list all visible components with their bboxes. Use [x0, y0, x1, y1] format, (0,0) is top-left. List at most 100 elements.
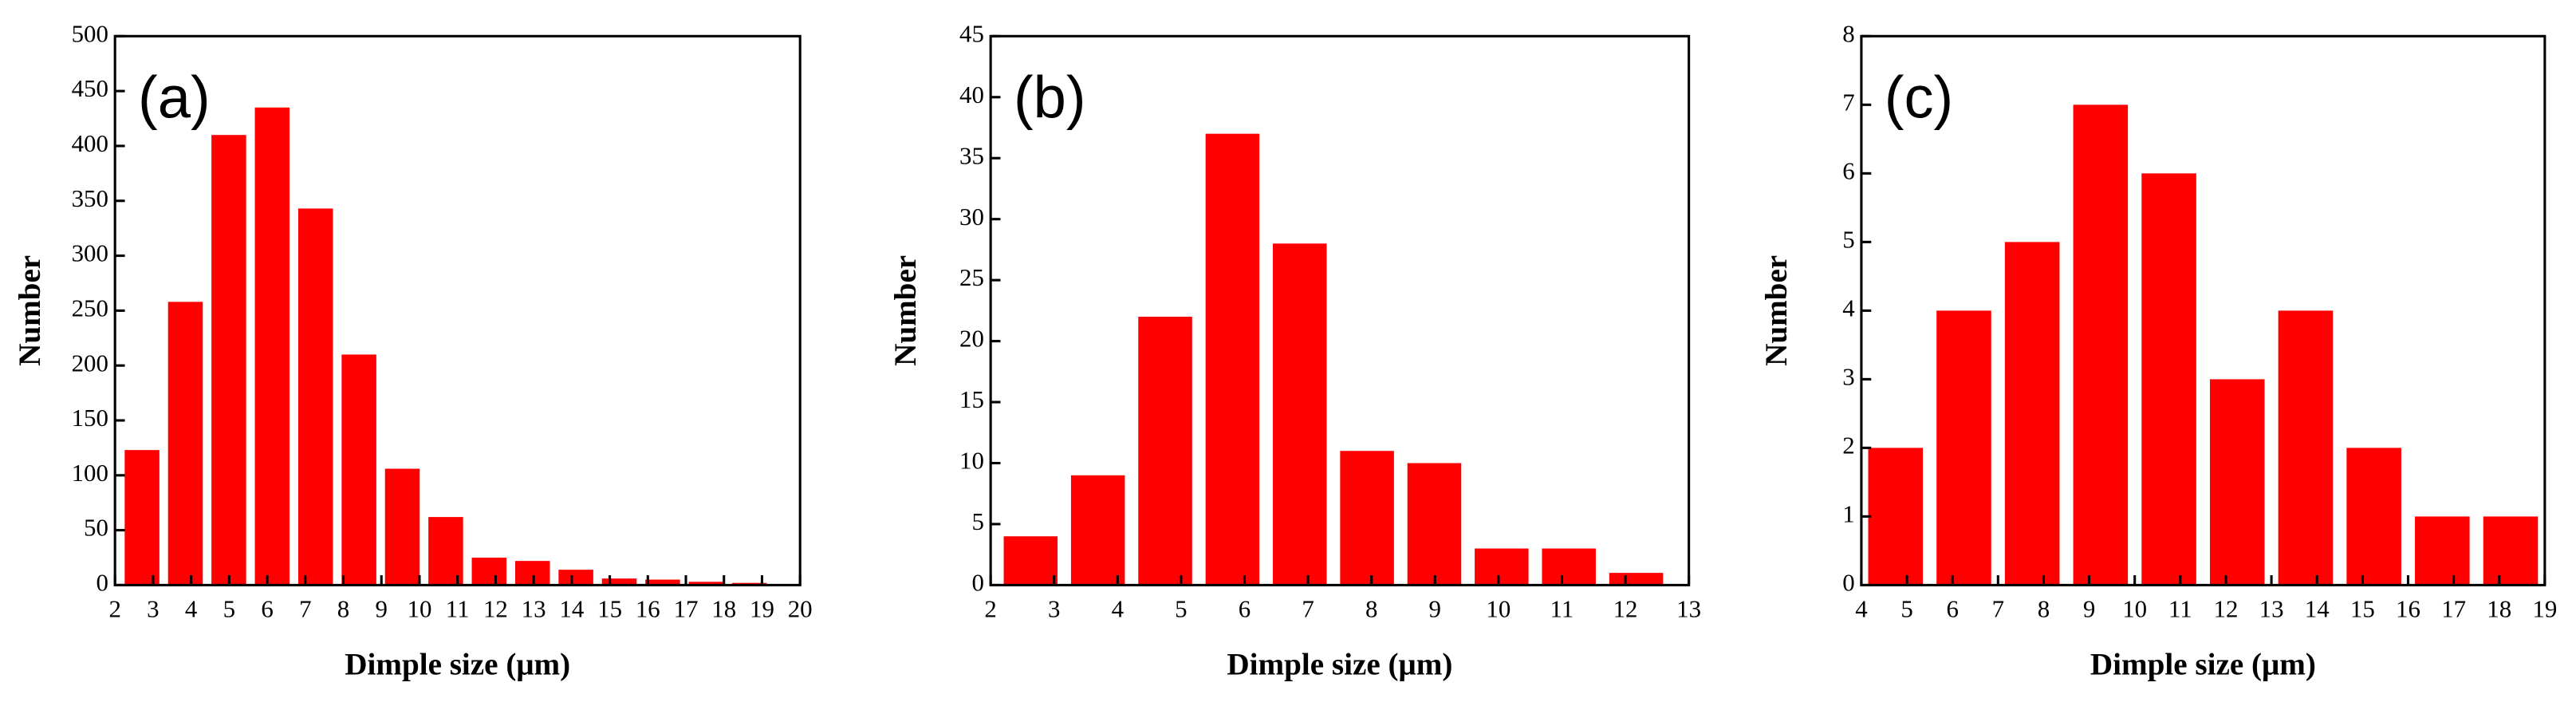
bar	[1138, 317, 1192, 586]
x-tick-label: 7	[1302, 594, 1314, 622]
y-tick-label: 450	[72, 74, 108, 102]
bar	[645, 579, 680, 586]
y-tick-label: 3	[1842, 362, 1854, 390]
x-tick-label: 7	[299, 594, 311, 622]
y-tick-label: 300	[72, 239, 108, 267]
x-tick-label: 14	[2305, 594, 2330, 622]
y-tick-label: 200	[72, 349, 108, 377]
x-tick-label: 17	[2441, 594, 2466, 622]
bar	[2004, 242, 2060, 586]
x-tick-label: 11	[1550, 594, 1574, 622]
x-tick-label: 12	[483, 594, 508, 622]
x-tick-label: 20	[788, 594, 813, 622]
y-tick-label: 0	[1842, 569, 1854, 597]
plot-frame	[989, 34, 1691, 586]
y-tick-label: 500	[72, 19, 108, 47]
x-tick-label: 7	[1992, 594, 2004, 622]
x-tick-label: 16	[2396, 594, 2420, 622]
x-axis-title: Dimple size (μm)	[1227, 647, 1452, 681]
bar	[558, 570, 593, 586]
x-tick-label: 15	[597, 594, 622, 622]
bar	[1003, 536, 1058, 586]
y-tick-label: 5	[971, 507, 983, 535]
y-axis-title: Number	[13, 255, 47, 366]
y-tick-label: 100	[72, 459, 108, 487]
bar	[2483, 516, 2539, 586]
bar	[1070, 475, 1125, 586]
x-tick-label: 11	[446, 594, 470, 622]
bar	[2209, 379, 2265, 586]
x-tick-label: 10	[2122, 594, 2147, 622]
x-axis-title: Dimple size (μm)	[345, 647, 570, 681]
x-tick-label: 15	[2350, 594, 2375, 622]
bar	[688, 582, 724, 586]
y-tick-label: 45	[959, 19, 984, 47]
x-tick-label: 2	[984, 594, 996, 622]
x-tick-label: 6	[1946, 594, 1958, 622]
panel-label: (c)	[1885, 64, 1953, 130]
x-tick-label: 14	[559, 594, 584, 622]
bar	[1273, 243, 1327, 586]
bar	[211, 135, 246, 586]
x-tick-label: 9	[376, 594, 388, 622]
y-tick-label: 6	[1842, 156, 1854, 184]
x-tick-label: 5	[1900, 594, 1912, 622]
y-tick-label: 2	[1842, 431, 1854, 459]
y-tick-label: 25	[959, 263, 984, 291]
x-tick-label: 10	[1486, 594, 1511, 622]
x-tick-label: 9	[1429, 594, 1441, 622]
bar	[1542, 548, 1596, 586]
bar	[1407, 463, 1462, 586]
y-tick-label: 15	[959, 385, 984, 413]
x-tick-label: 8	[337, 594, 349, 622]
y-tick-label: 4	[1842, 294, 1854, 321]
x-axis-title: Dimple size (μm)	[2090, 647, 2316, 681]
x-tick-label: 13	[2259, 594, 2284, 622]
y-tick-label: 7	[1842, 88, 1854, 116]
x-tick-label: 2	[108, 594, 120, 622]
x-tick-label: 9	[2083, 594, 2095, 622]
y-tick-label: 50	[84, 514, 108, 542]
bar	[428, 517, 463, 586]
bar	[1868, 448, 1924, 586]
bar	[1475, 548, 1529, 586]
x-tick-label: 6	[1239, 594, 1251, 622]
y-tick-label: 35	[959, 141, 984, 169]
y-tick-label: 0	[97, 569, 108, 597]
bar	[1205, 133, 1260, 586]
x-tick-label: 18	[2487, 594, 2511, 622]
y-tick-label: 0	[971, 569, 983, 597]
x-tick-label: 16	[636, 594, 660, 622]
bar	[2278, 310, 2334, 586]
bar	[341, 354, 376, 586]
bar	[1936, 310, 1991, 586]
x-tick-label: 4	[1855, 594, 1867, 622]
x-tick-label: 12	[1613, 594, 1638, 622]
x-tick-label: 8	[1365, 594, 1377, 622]
x-tick-label: 13	[1676, 594, 1701, 622]
y-tick-label: 5	[1842, 225, 1854, 253]
y-tick-label: 350	[72, 184, 108, 212]
y-tick-label: 150	[72, 404, 108, 432]
bar	[297, 208, 333, 586]
bar	[124, 450, 160, 586]
x-tick-label: 11	[2168, 594, 2192, 622]
y-tick-label: 20	[959, 325, 984, 353]
x-tick-label: 3	[1048, 594, 1060, 622]
bar	[2141, 173, 2196, 586]
bar	[2415, 516, 2470, 586]
bar	[1340, 451, 1394, 586]
x-tick-label: 6	[261, 594, 273, 622]
x-tick-label: 12	[2214, 594, 2239, 622]
y-tick-label: 40	[959, 81, 984, 108]
x-tick-label: 4	[185, 594, 197, 622]
y-axis-title: Number	[1759, 255, 1794, 366]
bar	[2346, 448, 2401, 586]
x-tick-label: 17	[674, 594, 699, 622]
x-tick-label: 4	[1112, 594, 1124, 622]
y-tick-label: 30	[959, 203, 984, 231]
y-axis-title: Number	[888, 255, 923, 366]
bar	[1609, 573, 1664, 586]
x-tick-label: 19	[2532, 594, 2557, 622]
